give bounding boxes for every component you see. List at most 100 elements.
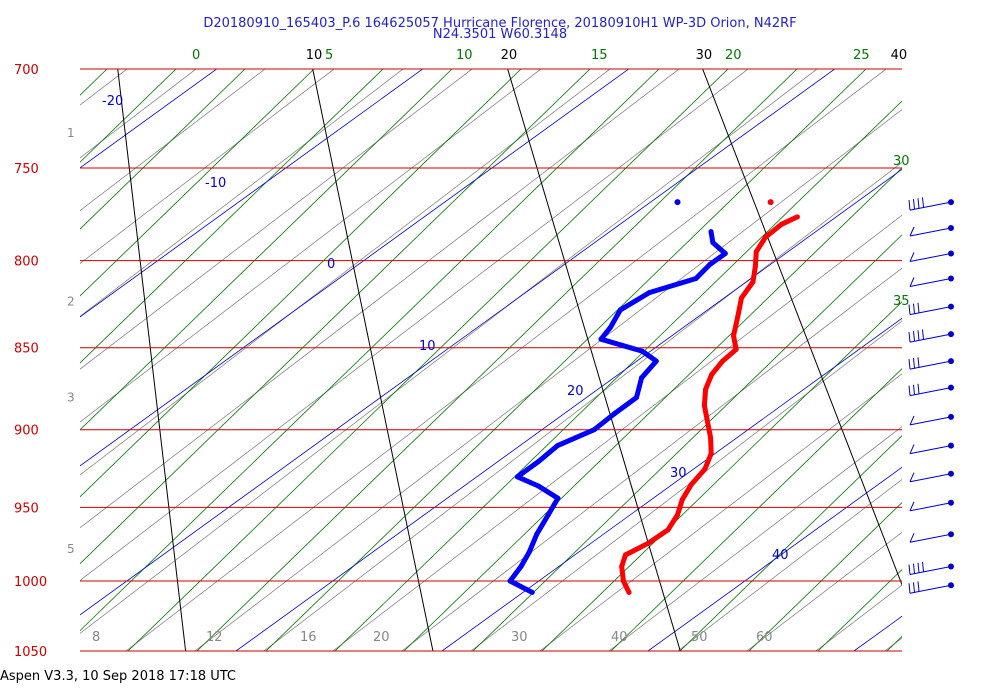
- mixing-ratio-line: [853, 615, 902, 651]
- dewpoint-point: [646, 290, 652, 296]
- dewpoint-point: [710, 240, 716, 246]
- temperature-point: [702, 466, 708, 472]
- wind-barb-station: [948, 199, 954, 206]
- wind-barb-station: [948, 531, 954, 538]
- wind-barb-shaft: [909, 445, 952, 455]
- temperature-point: [688, 481, 694, 487]
- moist-adiabat-line: [80, 69, 246, 230]
- wind-barb: [908, 581, 954, 594]
- wind-barb-halfflag: [909, 252, 915, 262]
- mixing-ratio-label: 20: [567, 384, 584, 399]
- wind-barb-flag: [913, 199, 915, 210]
- temperature-point: [731, 333, 737, 339]
- height-label: 2: [67, 294, 75, 308]
- wind-barb: [909, 250, 954, 262]
- wind-barb-halfflag: [909, 501, 915, 512]
- dry-adiabat-line: [332, 214, 902, 651]
- temperature-point: [733, 346, 739, 352]
- wind-barb-flag: [908, 332, 911, 343]
- pressure-label: 900: [14, 424, 39, 439]
- temperature-point: [701, 403, 707, 409]
- wind-barb-flag: [917, 562, 920, 573]
- dry-adiabat-line: [539, 373, 902, 651]
- dewpoint-point: [555, 443, 561, 449]
- isotherm-label: 30: [696, 48, 713, 63]
- moist-adiabats: [80, 69, 902, 651]
- wind-barb: [908, 561, 954, 576]
- height-label: 1: [67, 126, 75, 140]
- dewpoint-point: [722, 250, 728, 256]
- isotherm-label: 40: [891, 48, 908, 63]
- moist-adiabat-line: [265, 69, 867, 651]
- wind-barb: [908, 197, 954, 211]
- temperature-point: [750, 279, 756, 285]
- wind-barb-flag: [913, 563, 915, 574]
- wind-barb: [908, 383, 954, 397]
- dry-adiabat-label: 50: [691, 630, 708, 645]
- moist-adiabat-line: [403, 167, 902, 651]
- wind-barb-shaft: [909, 473, 952, 483]
- dry-adiabat-label: 60: [756, 630, 773, 645]
- temperature-point: [720, 358, 726, 364]
- mixing-ratio-label: -20: [102, 94, 123, 109]
- dewpoint-point: [653, 358, 659, 364]
- wind-barb: [908, 329, 954, 343]
- dry-adiabat-line: [954, 69, 1000, 651]
- wind-barb-flag: [913, 303, 915, 314]
- isotherm-label: 20: [501, 48, 518, 63]
- isotherm-line: [312, 69, 434, 651]
- mixing-ratio-line: [441, 317, 902, 651]
- moist-adiabat-label: 5: [325, 48, 333, 63]
- mixing-ratio-label: -10: [205, 176, 226, 191]
- wind-barb-flag: [908, 564, 911, 575]
- wind-barb-flag: [913, 384, 915, 395]
- dry-adiabat-line: [80, 69, 542, 423]
- temperature-point: [778, 221, 784, 227]
- wind-barb-station: [948, 275, 954, 282]
- moist-adiabat-line: [80, 69, 108, 96]
- dry-adiabat-line: [80, 69, 680, 529]
- wind-barb-flag: [908, 304, 911, 315]
- temperature-point: [708, 450, 714, 456]
- moist-adiabat-line: [541, 301, 902, 651]
- wind-barb-halfflag: [909, 277, 915, 287]
- moist-adiabat-label: 35: [893, 294, 910, 309]
- wind-barb-halfflag: [909, 472, 915, 482]
- dewpoint-point: [534, 531, 540, 537]
- wind-barb: [909, 275, 954, 287]
- wind-barb-shaft: [909, 227, 952, 237]
- isotherms: [117, 69, 902, 651]
- dry-adiabat-line: [80, 69, 128, 106]
- dewpoint-point: [634, 394, 640, 400]
- dry-adiabat-line: [80, 69, 818, 634]
- moist-adiabat-label: 20: [725, 48, 742, 63]
- pressure-label: 950: [14, 501, 39, 516]
- wind-barb-flag: [922, 329, 924, 340]
- isotherm-label: 10: [306, 48, 323, 63]
- dewpoint-point: [526, 549, 532, 555]
- dewpoint-point: [708, 229, 714, 235]
- mixing-ratio-line: [80, 69, 218, 169]
- wind-barb-flag: [917, 581, 920, 592]
- wind-barb-shaft: [909, 584, 952, 594]
- wind-barb-station: [948, 225, 954, 232]
- wind-barb-flag: [917, 357, 920, 368]
- wind-barb-flag: [917, 330, 920, 341]
- wind-barb-shaft: [909, 387, 952, 397]
- dewpoint-point: [529, 589, 535, 595]
- wind-barb-station: [948, 470, 954, 477]
- wind-barb-station: [948, 582, 954, 589]
- wind-barb-station: [948, 331, 954, 338]
- dewpoint-point: [607, 324, 613, 330]
- wind-barb-station: [948, 563, 954, 570]
- wind-barb-shaft: [909, 306, 952, 316]
- dry-adiabat-label: 20: [373, 630, 390, 645]
- isotherm-line: [117, 69, 187, 651]
- dewpoint-point: [545, 512, 551, 518]
- temperature-point: [753, 249, 759, 255]
- wind-barb-flag: [913, 358, 915, 369]
- mixing-ratio-line: [80, 69, 424, 318]
- moist-adiabat-label: 0: [192, 48, 200, 63]
- dry-adiabat-line: [608, 426, 902, 651]
